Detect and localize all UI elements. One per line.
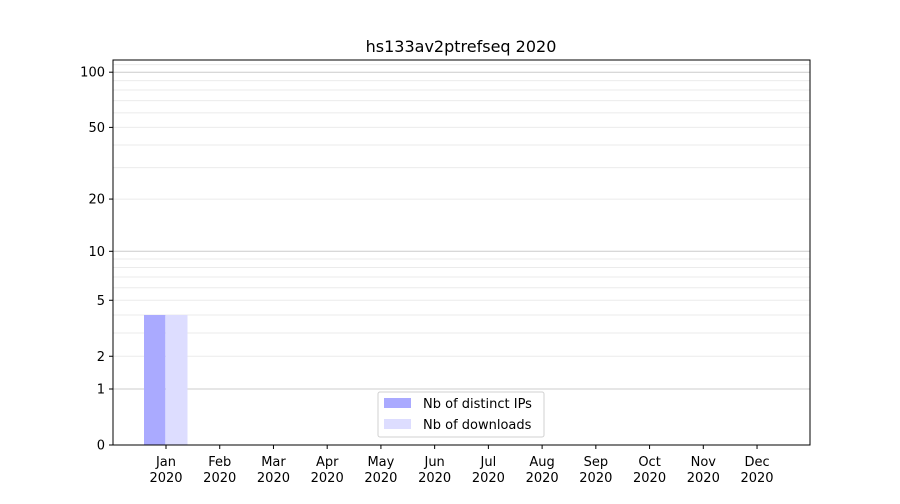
bar-distinct-ips [144,314,166,445]
legend-label: Nb of downloads [423,418,532,433]
x-tick-label: Oct 2020 [633,455,666,486]
y-tick-label: 2 [97,350,105,365]
plot-frame [112,59,811,446]
x-tick-label: Mar 2020 [257,455,290,486]
bar-downloads [166,314,188,445]
x-tick-label: May 2020 [364,455,397,486]
y-tick-label: 100 [80,66,105,81]
x-tick-label: Feb 2020 [203,455,236,486]
legend: Nb of distinct IPs Nb of downloads [377,391,545,438]
y-tick-label: 0 [97,439,105,454]
x-tick-label: Apr 2020 [311,455,344,486]
legend-box [377,391,545,438]
x-tick-label: Nov 2020 [687,455,720,486]
x-tick-label: Jun 2020 [418,455,451,486]
x-tick-label: Jan 2020 [149,455,182,486]
x-tick-label: Jul 2020 [472,455,505,486]
x-tick-label: Aug 2020 [526,455,559,486]
x-tick-label: Sep 2020 [579,455,612,486]
y-tick-label: 5 [97,294,105,309]
y-tick-label: 1 [97,383,105,398]
legend-swatch [384,419,411,429]
y-tick-label: 10 [88,245,105,260]
y-tick-label: 20 [88,193,105,208]
x-tick-label: Dec 2020 [740,455,773,486]
chart-title: hs133av2ptrefseq 2020 [366,37,557,56]
legend-label: Nb of distinct IPs [423,397,532,412]
legend-swatch [384,398,411,408]
y-tick-label: 50 [88,121,105,136]
